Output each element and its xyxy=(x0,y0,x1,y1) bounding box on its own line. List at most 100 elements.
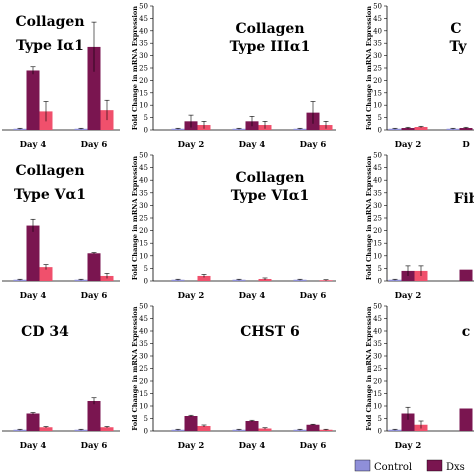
bar-control xyxy=(293,128,307,130)
legend-label-dxs: Dxs xyxy=(446,462,465,473)
y-axis-label: Fold Change in mRNA Expression xyxy=(131,156,139,280)
y-tick-label: 45 xyxy=(373,315,382,323)
y-tick-label: 20 xyxy=(373,378,382,386)
bar-dx xyxy=(26,413,40,431)
y-tick-label: 25 xyxy=(139,65,148,73)
y-tick-label: 0 xyxy=(378,428,382,436)
panel-title-line: Collagen xyxy=(15,163,84,179)
y-axis-label: Fold Change in mRNA Expression xyxy=(365,6,373,130)
bar-dx xyxy=(459,269,473,281)
bar-control xyxy=(74,279,88,281)
y-tick-label: 30 xyxy=(139,52,148,60)
y-tick-label: 10 xyxy=(373,252,382,260)
bar-dx xyxy=(459,128,473,130)
bar-control xyxy=(388,429,402,431)
bar-control xyxy=(74,128,88,130)
chart-panel-4: Day 4 Day 6 Collagen Type Vα1 xyxy=(2,163,120,301)
y-tick-label: 45 xyxy=(373,164,382,172)
bar-control xyxy=(232,279,246,281)
y-tick-label: 50 xyxy=(373,3,382,11)
bar-third xyxy=(258,428,272,431)
y-tick-label: 35 xyxy=(373,40,382,48)
chart-panel-7: Day 4 Day 6 CD 34 xyxy=(2,324,120,451)
bar-dx xyxy=(26,70,40,130)
bar-control xyxy=(13,429,27,431)
y-tick-label: 10 xyxy=(373,403,382,411)
x-category-label: Day 6 xyxy=(300,441,327,451)
y-tick-label: 15 xyxy=(373,390,382,398)
bar-control xyxy=(171,128,185,130)
y-tick-label: 25 xyxy=(373,215,382,223)
x-category-label: Day 4 xyxy=(20,291,47,301)
y-tick-label: 15 xyxy=(139,390,148,398)
panel-title: Fib xyxy=(453,191,474,207)
bar-dx xyxy=(401,413,415,431)
bar-third xyxy=(414,270,428,281)
y-tick-label: 5 xyxy=(144,265,148,273)
y-tick-label: 0 xyxy=(144,428,148,436)
y-tick-label: 0 xyxy=(378,127,382,135)
y-tick-label: 5 xyxy=(144,415,148,423)
x-category-label: Day 2 xyxy=(395,140,422,150)
y-tick-label: 45 xyxy=(139,315,148,323)
x-category-label: Day 4 xyxy=(20,441,47,451)
panel-title-line: Type Iα1 xyxy=(16,38,84,54)
y-tick-label: 5 xyxy=(378,114,382,122)
x-category-label: Day 6 xyxy=(81,441,108,451)
bar-third xyxy=(197,426,211,431)
x-category-label: Day 2 xyxy=(178,140,205,150)
x-category-label: Day 6 xyxy=(81,140,108,150)
y-tick-label: 40 xyxy=(139,177,148,185)
panel-title-line: Collagen xyxy=(15,14,84,30)
panel-title-line: Type IIIα1 xyxy=(230,39,311,55)
y-tick-label: 5 xyxy=(378,265,382,273)
y-tick-label: 50 xyxy=(139,152,148,160)
bar-third xyxy=(39,427,53,431)
y-tick-label: 0 xyxy=(144,127,148,135)
x-category-label: Day 4 xyxy=(20,140,47,150)
x-category-label: Day 2 xyxy=(178,441,205,451)
y-tick-label: 35 xyxy=(373,340,382,348)
y-tick-label: 45 xyxy=(373,15,382,23)
bar-control xyxy=(13,279,27,281)
x-category-label: D xyxy=(462,140,470,150)
y-tick-label: 35 xyxy=(139,189,148,197)
y-tick-label: 20 xyxy=(373,227,382,235)
y-tick-label: 10 xyxy=(139,252,148,260)
bar-third xyxy=(414,127,428,130)
panel-title-line: Type Vα1 xyxy=(14,187,86,203)
y-tick-label: 45 xyxy=(139,15,148,23)
chart-panels: Day 4 Day 6 Collagen Type Iα1 0 5 10 15 20 25 30 35… xyxy=(2,3,474,451)
panel-title-line: Collagen xyxy=(235,170,304,186)
bar-dx xyxy=(87,253,101,281)
bar-dx xyxy=(184,416,198,431)
y-tick-label: 30 xyxy=(373,353,382,361)
y-tick-label: 15 xyxy=(139,89,148,97)
chart-panel-1: Day 4 Day 6 Collagen Type Iα1 xyxy=(2,14,120,150)
y-axis-label: Fold Change in mRNA Expression xyxy=(365,156,373,280)
y-tick-label: 15 xyxy=(373,240,382,248)
y-tick-label: 40 xyxy=(373,27,382,35)
bar-dx xyxy=(245,421,259,431)
legend-swatch-control xyxy=(354,459,371,472)
legend-swatch-dxs xyxy=(426,459,443,472)
panel-title: c xyxy=(462,324,471,340)
bar-control xyxy=(293,279,307,281)
y-tick-label: 30 xyxy=(139,353,148,361)
y-tick-label: 30 xyxy=(139,202,148,210)
x-category-label: Day 2 xyxy=(395,441,422,451)
x-category-label: Day 4 xyxy=(239,140,266,150)
y-tick-label: 35 xyxy=(139,40,148,48)
y-tick-label: 25 xyxy=(139,215,148,223)
x-category-label: Day 6 xyxy=(81,291,108,301)
bar-dx xyxy=(306,424,320,431)
bar-dx xyxy=(26,225,40,281)
panel-title-line: Collagen xyxy=(235,21,304,37)
y-tick-label: 25 xyxy=(373,365,382,373)
bar-control xyxy=(74,429,88,431)
bar-control xyxy=(13,128,27,130)
